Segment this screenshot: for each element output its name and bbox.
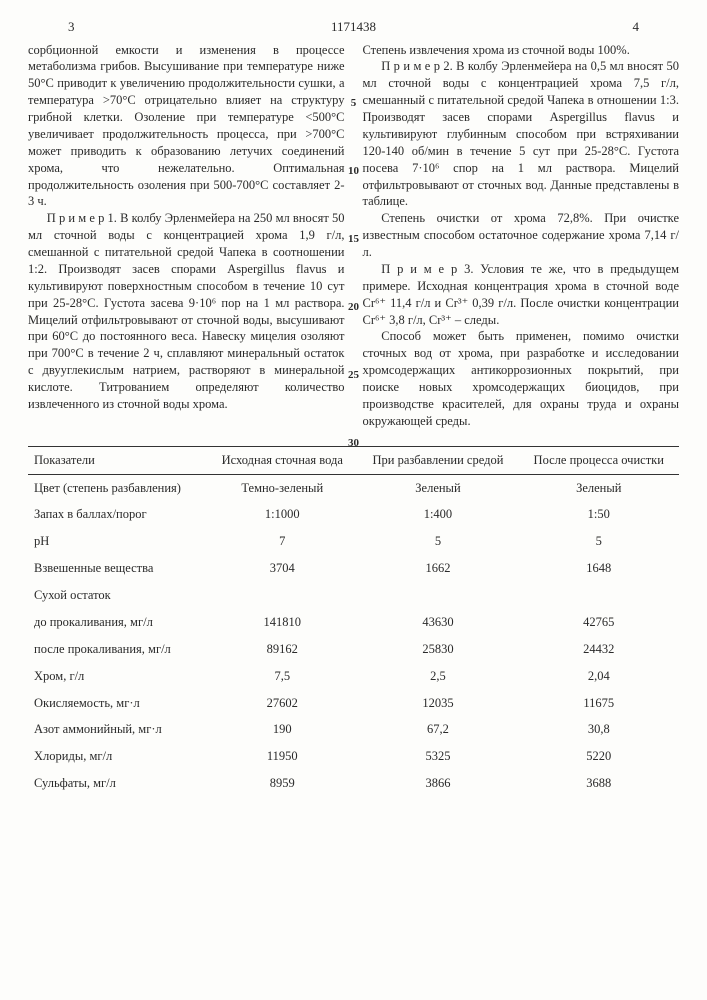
row-value: 3688 [519,770,680,797]
right-para-3: Степень очистки от хрома 72,8%. При очис… [363,210,680,261]
row-label: до прокаливания, мг/л [28,609,207,636]
col-header-diluted: При разбавлении средой [357,446,518,474]
row-label: Хром, г/л [28,663,207,690]
table-row: Цвет (степень разбавления)Темно-зеленыйЗ… [28,474,679,501]
col-header-after: После процесса очистки [519,446,680,474]
table-row: Сульфаты, мг/л895938663688 [28,770,679,797]
row-value: 43630 [357,609,518,636]
left-para-1: сорбционной емкости и изменения в процес… [28,42,345,211]
row-label: Сухой остаток [28,582,207,609]
line-marker-15: 15 [348,232,359,247]
row-value: 30,8 [519,716,680,743]
row-value: 3704 [207,555,357,582]
row-value [357,582,518,609]
row-value: 1648 [519,555,680,582]
row-value: Темно-зеленый [207,474,357,501]
table-row: Азот аммонийный, мг·л19067,230,8 [28,716,679,743]
table-row: после прокаливания, мг/л891622583024432 [28,636,679,663]
row-value: 42765 [519,609,680,636]
doc-number: 1171438 [331,18,376,36]
page-left-num: 3 [68,18,75,36]
left-column: сорбционной емкости и изменения в процес… [28,42,345,430]
text-columns-wrap: 5 10 15 20 25 30 сорбционной емкости и и… [28,42,679,430]
row-value: 7 [207,528,357,555]
row-value: 67,2 [357,716,518,743]
table-row: Сухой остаток [28,582,679,609]
page-right-num: 4 [633,18,640,36]
row-value: 5220 [519,743,680,770]
row-value: 2,5 [357,663,518,690]
row-value: 5325 [357,743,518,770]
right-para-2: П р и м е р 2. В колбу Эрленмейера на 0,… [363,58,680,210]
row-value: 11950 [207,743,357,770]
row-value: 5 [357,528,518,555]
line-marker-20: 20 [348,300,359,315]
row-label: Взвешенные вещества [28,555,207,582]
right-para-1: Степень извлечения хрома из сточной воды… [363,42,680,59]
left-para-2: П р и м е р 1. В колбу Эрленмейера на 25… [28,210,345,413]
row-value [207,582,357,609]
line-marker-25: 25 [348,368,359,383]
table-row: Хлориды, мг/л1195053255220 [28,743,679,770]
table-row: Взвешенные вещества370416621648 [28,555,679,582]
table-row: Хром, г/л7,52,52,04 [28,663,679,690]
row-label: Цвет (степень разбавления) [28,474,207,501]
row-value: 5 [519,528,680,555]
line-marker-30: 30 [348,436,359,451]
row-value: Зеленый [519,474,680,501]
right-column: Степень извлечения хрома из сточной воды… [363,42,680,430]
row-value: 89162 [207,636,357,663]
row-value: 8959 [207,770,357,797]
row-value: 3866 [357,770,518,797]
row-value: 2,04 [519,663,680,690]
row-label: Окисляемость, мг·л [28,690,207,717]
table-row: до прокаливания, мг/л1418104363042765 [28,609,679,636]
col-header-indicators: Показатели [28,446,207,474]
row-label: рН [28,528,207,555]
right-para-5: Способ может быть применен, помимо очист… [363,328,680,429]
row-label: Хлориды, мг/л [28,743,207,770]
row-value: 1662 [357,555,518,582]
row-value [519,582,680,609]
line-marker-10: 10 [348,164,359,179]
table-row: Окисляемость, мг·л276021203511675 [28,690,679,717]
line-marker-5: 5 [351,96,357,111]
row-value: 1:400 [357,501,518,528]
row-value: 25830 [357,636,518,663]
row-value: 27602 [207,690,357,717]
row-value: 7,5 [207,663,357,690]
row-value: 11675 [519,690,680,717]
results-table: Показатели Исходная сточная вода При раз… [28,446,679,797]
row-label: после прокаливания, мг/л [28,636,207,663]
row-value: Зеленый [357,474,518,501]
row-label: Сульфаты, мг/л [28,770,207,797]
row-value: 1:1000 [207,501,357,528]
table-row: Запах в баллах/порог1:10001:4001:50 [28,501,679,528]
row-label: Запах в баллах/порог [28,501,207,528]
right-para-4: П р и м е р 3. Условия те же, что в пред… [363,261,680,329]
row-value: 12035 [357,690,518,717]
table-row: рН755 [28,528,679,555]
row-value: 1:50 [519,501,680,528]
row-label: Азот аммонийный, мг·л [28,716,207,743]
row-value: 190 [207,716,357,743]
row-value: 24432 [519,636,680,663]
row-value: 141810 [207,609,357,636]
col-header-source: Исходная сточная вода [207,446,357,474]
page-header: 3 1171438 4 [28,18,679,36]
